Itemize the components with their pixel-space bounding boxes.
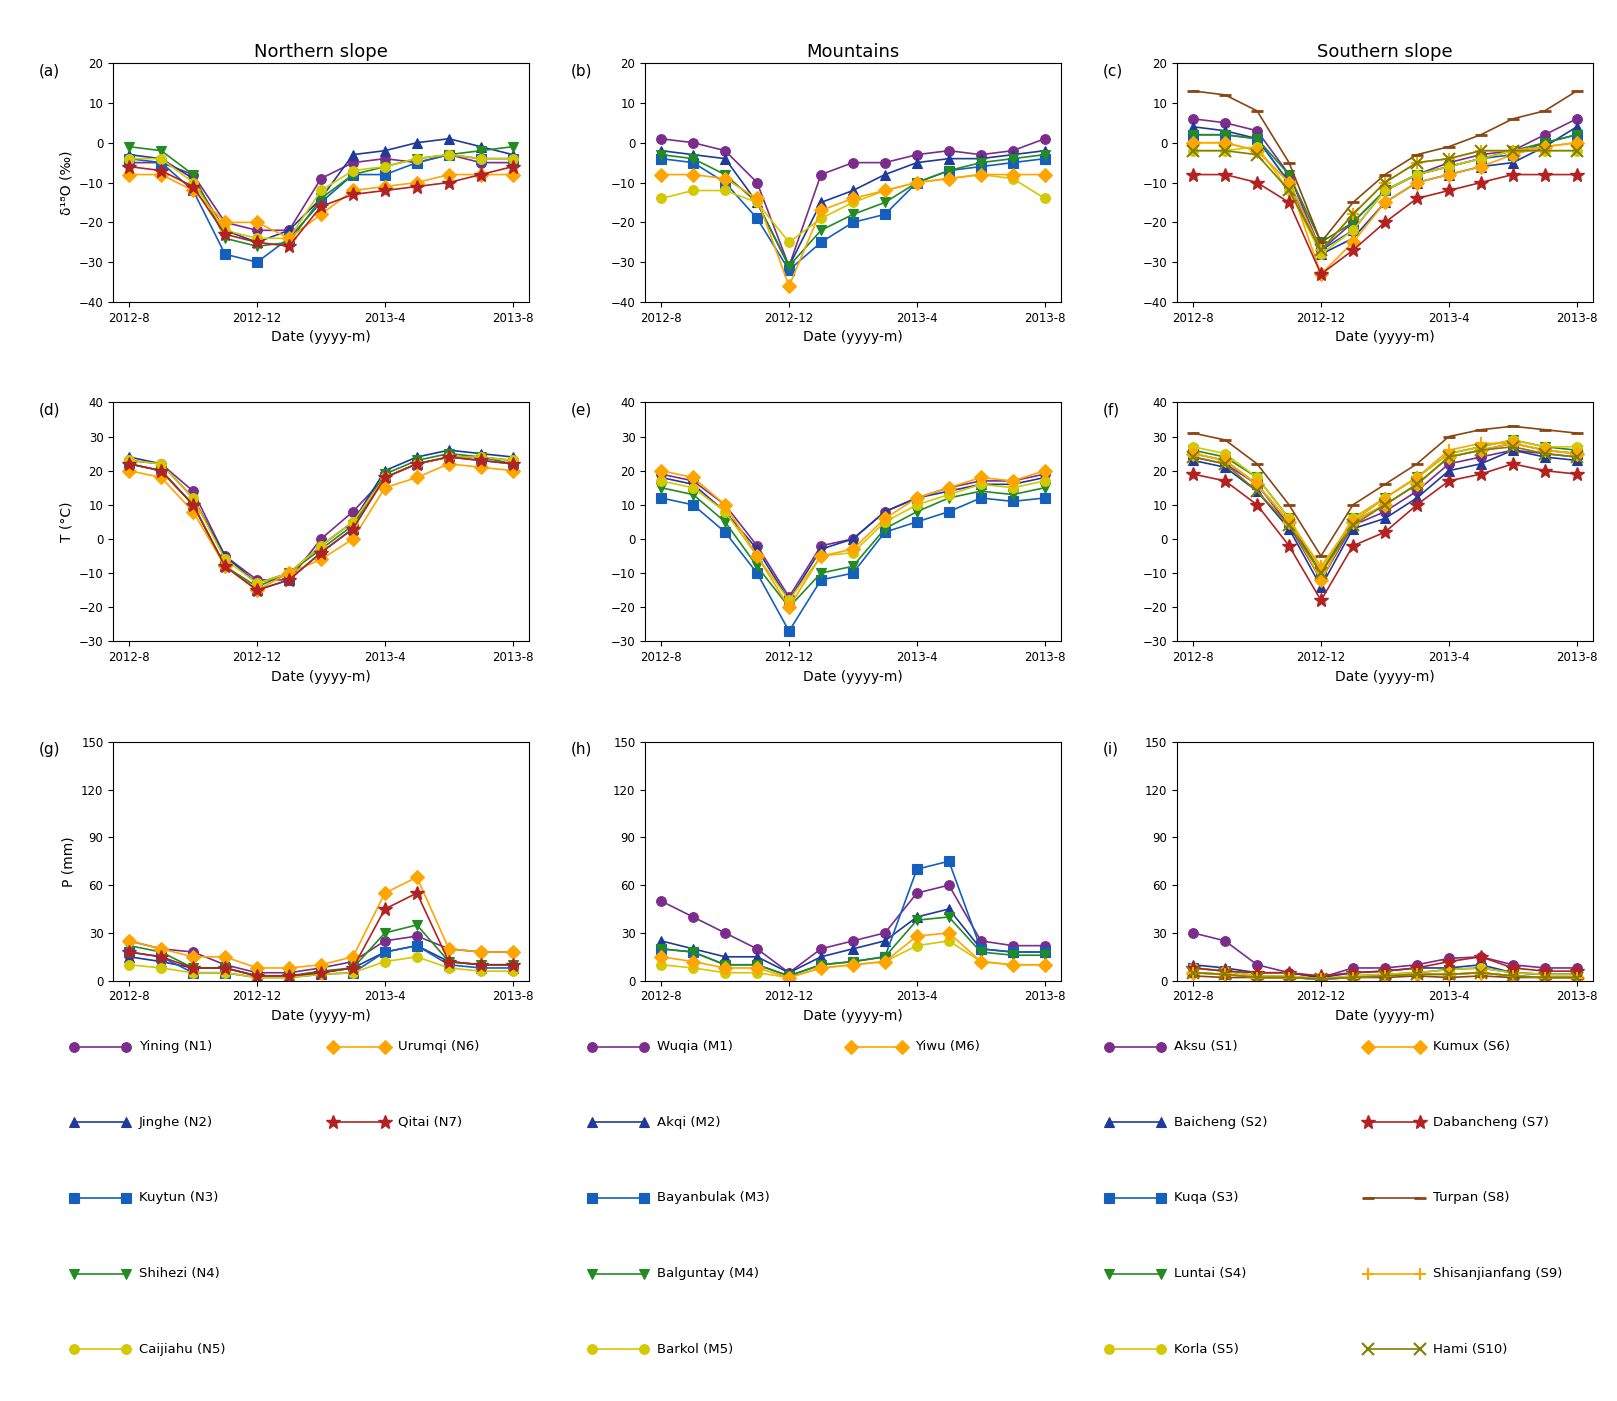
- Text: Luntai (S4): Luntai (S4): [1174, 1267, 1247, 1281]
- Y-axis label: δ¹⁸O (‰): δ¹⁸O (‰): [60, 150, 73, 214]
- Text: (e): (e): [571, 402, 592, 417]
- Text: (d): (d): [39, 402, 60, 417]
- Text: Yiwu (M6): Yiwu (M6): [915, 1040, 980, 1054]
- X-axis label: Date (yyyy-m): Date (yyyy-m): [1336, 670, 1434, 684]
- Title: Northern slope: Northern slope: [254, 43, 388, 62]
- Text: Dabancheng (S7): Dabancheng (S7): [1433, 1115, 1549, 1129]
- Text: Aksu (S1): Aksu (S1): [1174, 1040, 1237, 1054]
- Text: (f): (f): [1103, 402, 1119, 417]
- Text: Urumqi (N6): Urumqi (N6): [398, 1040, 479, 1054]
- Y-axis label: P (mm): P (mm): [61, 836, 76, 887]
- Text: Shihezi (N4): Shihezi (N4): [139, 1267, 220, 1281]
- Text: (g): (g): [39, 741, 60, 757]
- Text: (c): (c): [1103, 63, 1122, 78]
- Y-axis label: T (°C): T (°C): [60, 502, 73, 542]
- Text: Hami (S10): Hami (S10): [1433, 1342, 1507, 1356]
- X-axis label: Date (yyyy-m): Date (yyyy-m): [804, 670, 902, 684]
- Title: Mountains: Mountains: [807, 43, 899, 62]
- Title: Southern slope: Southern slope: [1318, 43, 1452, 62]
- Text: (b): (b): [571, 63, 592, 78]
- Text: Qitai (N7): Qitai (N7): [398, 1115, 462, 1129]
- X-axis label: Date (yyyy-m): Date (yyyy-m): [1336, 1009, 1434, 1023]
- X-axis label: Date (yyyy-m): Date (yyyy-m): [272, 1009, 370, 1023]
- Text: Kuytun (N3): Kuytun (N3): [139, 1191, 218, 1205]
- Text: Yining (N1): Yining (N1): [139, 1040, 212, 1054]
- Text: (i): (i): [1103, 741, 1119, 757]
- Text: Baicheng (S2): Baicheng (S2): [1174, 1115, 1268, 1129]
- X-axis label: Date (yyyy-m): Date (yyyy-m): [804, 1009, 902, 1023]
- Text: Jinghe (N2): Jinghe (N2): [139, 1115, 213, 1129]
- Text: Shisanjianfang (S9): Shisanjianfang (S9): [1433, 1267, 1562, 1281]
- Text: Kuqa (S3): Kuqa (S3): [1174, 1191, 1239, 1205]
- X-axis label: Date (yyyy-m): Date (yyyy-m): [804, 331, 902, 345]
- Text: Korla (S5): Korla (S5): [1174, 1342, 1239, 1356]
- Text: Kumux (S6): Kumux (S6): [1433, 1040, 1510, 1054]
- Text: Bayanbulak (M3): Bayanbulak (M3): [657, 1191, 770, 1205]
- Text: Caijiahu (N5): Caijiahu (N5): [139, 1342, 225, 1356]
- X-axis label: Date (yyyy-m): Date (yyyy-m): [272, 331, 370, 345]
- Text: Barkol (M5): Barkol (M5): [657, 1342, 733, 1356]
- Text: (h): (h): [571, 741, 592, 757]
- Text: Turpan (S8): Turpan (S8): [1433, 1191, 1509, 1205]
- Text: (a): (a): [39, 63, 60, 78]
- Text: Wuqia (M1): Wuqia (M1): [657, 1040, 733, 1054]
- Text: Balguntay (M4): Balguntay (M4): [657, 1267, 758, 1281]
- X-axis label: Date (yyyy-m): Date (yyyy-m): [272, 670, 370, 684]
- Text: Akqi (M2): Akqi (M2): [657, 1115, 720, 1129]
- X-axis label: Date (yyyy-m): Date (yyyy-m): [1336, 331, 1434, 345]
